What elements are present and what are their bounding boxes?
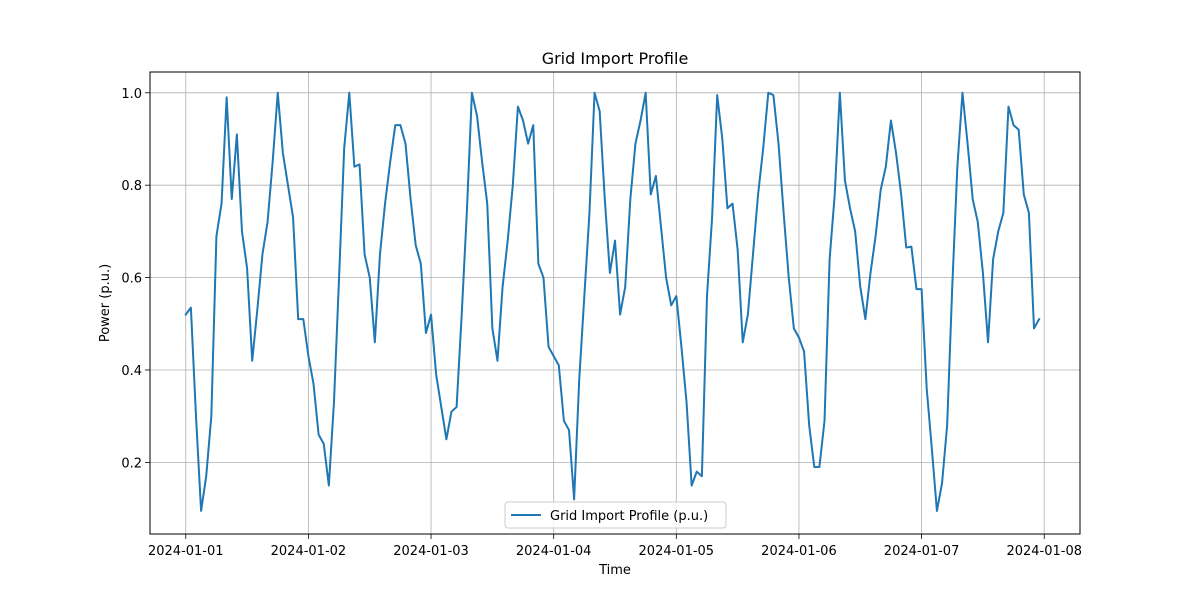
- x-tick-label: 2024-01-08: [1006, 544, 1082, 559]
- x-tick-label: 2024-01-02: [271, 544, 347, 559]
- plot-area-frame: [149, 71, 1081, 535]
- y-axis-label: Power (p.u.): [98, 264, 113, 342]
- x-tick-label: 2024-01-04: [516, 544, 592, 559]
- y-tick-label: 0.8: [121, 179, 142, 194]
- y-tick-label: 0.2: [121, 456, 142, 471]
- y-tick-label: 1.0: [121, 87, 142, 102]
- series-line: [184, 91, 1041, 512]
- y-tick-label: 0.6: [121, 272, 142, 287]
- series-lines: [184, 91, 1041, 512]
- legend-box: [504, 501, 727, 529]
- chart-title: Grid Import Profile: [542, 49, 689, 68]
- x-tick-label: 2024-01-06: [761, 544, 837, 559]
- x-tick-label: 2024-01-07: [884, 544, 960, 559]
- y-tick-label: 0.4: [121, 364, 142, 379]
- axis-ticks: 2024-01-01 2024-01-02 2024-01-03 2024-01-04…: [121, 87, 1082, 559]
- x-tick-label: 2024-01-03: [393, 544, 469, 559]
- x-tick-label: 2024-01-05: [639, 544, 715, 559]
- x-axis-label: Time: [598, 563, 631, 578]
- x-tick-label: 2024-01-01: [148, 544, 224, 559]
- legend: Grid Import Profile (p.u.): [504, 501, 727, 529]
- legend-label: Grid Import Profile (p.u.): [550, 509, 708, 524]
